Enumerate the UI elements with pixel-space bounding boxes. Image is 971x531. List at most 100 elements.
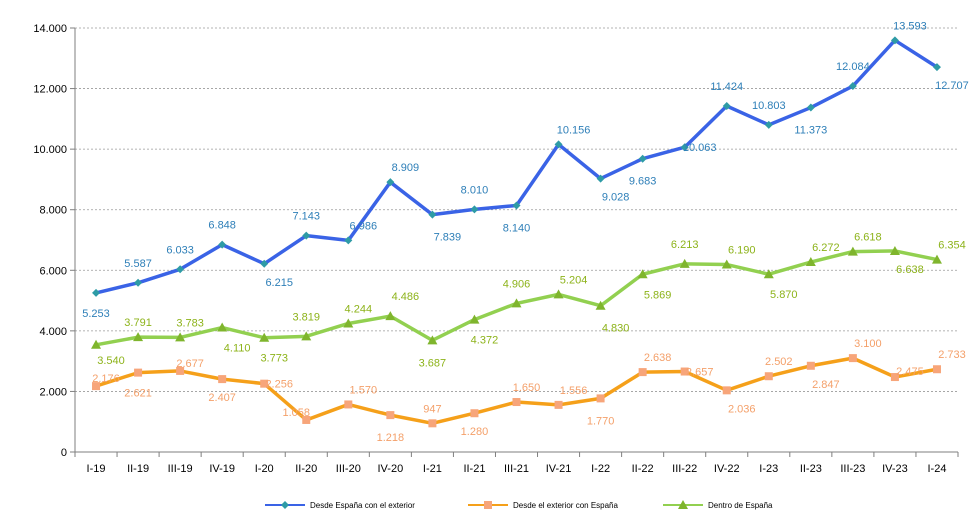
x-tick-label: I-21 xyxy=(423,463,442,475)
data-label: 6.190 xyxy=(728,245,756,257)
data-point xyxy=(680,143,689,152)
data-label: 6.638 xyxy=(896,264,924,276)
data-point xyxy=(511,298,522,308)
data-label: 6.618 xyxy=(854,232,882,244)
data-point xyxy=(806,103,815,112)
data-point xyxy=(470,409,479,418)
data-label: 9.683 xyxy=(629,176,657,188)
data-label: 3.540 xyxy=(97,355,125,367)
legend-label: Desde España con el exterior xyxy=(310,501,415,510)
data-label: 4.372 xyxy=(471,335,499,347)
data-label: 2.256 xyxy=(265,379,293,391)
data-point xyxy=(302,231,311,240)
x-tick-label: IV-22 xyxy=(714,463,740,475)
y-tick-label: 4.000 xyxy=(39,326,67,338)
data-point xyxy=(637,269,648,279)
data-label: 10.063 xyxy=(683,142,717,154)
x-tick-label: III-21 xyxy=(504,463,529,475)
data-label: 13.593 xyxy=(893,20,927,32)
x-tick-label: III-23 xyxy=(840,463,865,475)
data-point xyxy=(385,311,396,321)
data-point xyxy=(217,322,228,332)
data-point xyxy=(512,398,521,407)
x-tick-label: I-23 xyxy=(759,463,778,475)
data-point xyxy=(932,365,941,374)
data-point xyxy=(680,367,689,376)
data-label: 1.650 xyxy=(513,382,541,394)
data-label: 2.036 xyxy=(728,403,756,415)
y-tick-label: 12.000 xyxy=(33,84,67,96)
x-tick-label: II-22 xyxy=(632,463,654,475)
data-label: 5.869 xyxy=(644,289,672,301)
series-markers xyxy=(91,36,942,428)
data-label: 12.707 xyxy=(935,80,969,92)
data-point xyxy=(302,415,311,424)
data-point xyxy=(764,372,773,381)
data-point xyxy=(344,236,353,245)
data-point xyxy=(469,314,480,324)
data-point xyxy=(932,63,941,72)
legend-label: Dentro de España xyxy=(708,501,773,510)
data-label: 1.556 xyxy=(560,385,588,397)
data-point xyxy=(176,366,185,375)
data-label: 5.204 xyxy=(560,274,588,286)
data-label: 8.909 xyxy=(392,162,420,174)
data-point xyxy=(721,259,732,269)
data-label: 6.215 xyxy=(265,277,293,289)
axes xyxy=(70,27,959,457)
data-label: 2.475 xyxy=(896,366,924,378)
data-label: 7.839 xyxy=(434,232,462,244)
y-tick-label: 0 xyxy=(61,447,67,459)
data-point xyxy=(848,82,857,91)
data-label: 12.084 xyxy=(836,61,870,73)
data-label: 2.621 xyxy=(124,388,152,400)
data-label: 10.803 xyxy=(752,100,786,112)
data-label: 6.986 xyxy=(350,220,378,232)
data-label: 11.424 xyxy=(710,81,743,93)
y-tick-label: 14.000 xyxy=(33,23,67,35)
data-point xyxy=(889,245,900,255)
series-line xyxy=(95,38,938,295)
data-label: 8.140 xyxy=(503,222,531,234)
data-point xyxy=(176,265,185,274)
data-point xyxy=(218,375,227,384)
data-label: 2.176 xyxy=(92,373,120,385)
data-label: 4.830 xyxy=(602,323,630,335)
data-point xyxy=(175,332,186,342)
data-label: 5.587 xyxy=(124,258,152,270)
data-point xyxy=(134,278,143,287)
data-point xyxy=(847,246,858,256)
data-label: 2.847 xyxy=(812,379,840,391)
data-point xyxy=(512,201,521,210)
data-point xyxy=(92,382,101,391)
data-point xyxy=(638,368,647,377)
data-point xyxy=(722,386,731,395)
data-point xyxy=(260,379,269,388)
x-tick-label: IV-21 xyxy=(546,463,572,475)
data-point xyxy=(260,259,269,268)
data-point xyxy=(259,332,270,342)
legend-marker xyxy=(484,501,492,509)
x-tick-label: III-20 xyxy=(336,463,361,475)
data-label: 2.657 xyxy=(686,367,714,379)
data-point xyxy=(554,400,563,409)
data-label: 7.143 xyxy=(292,211,320,223)
data-label: 5.870 xyxy=(770,289,798,301)
data-point xyxy=(134,368,143,377)
y-tick-label: 10.000 xyxy=(33,144,67,156)
data-point xyxy=(679,258,690,268)
x-tick-label: I-22 xyxy=(591,463,610,475)
data-label: 4.244 xyxy=(345,303,373,315)
data-point xyxy=(931,254,942,264)
data-point xyxy=(92,288,101,297)
data-point xyxy=(470,205,479,214)
data-label: 2.638 xyxy=(644,352,672,364)
data-point xyxy=(553,289,564,299)
data-label: 2.677 xyxy=(176,358,204,370)
data-label: 1.570 xyxy=(350,384,378,396)
data-label: 3.773 xyxy=(260,353,288,365)
data-label: 9.028 xyxy=(602,192,630,204)
data-point xyxy=(596,394,605,403)
